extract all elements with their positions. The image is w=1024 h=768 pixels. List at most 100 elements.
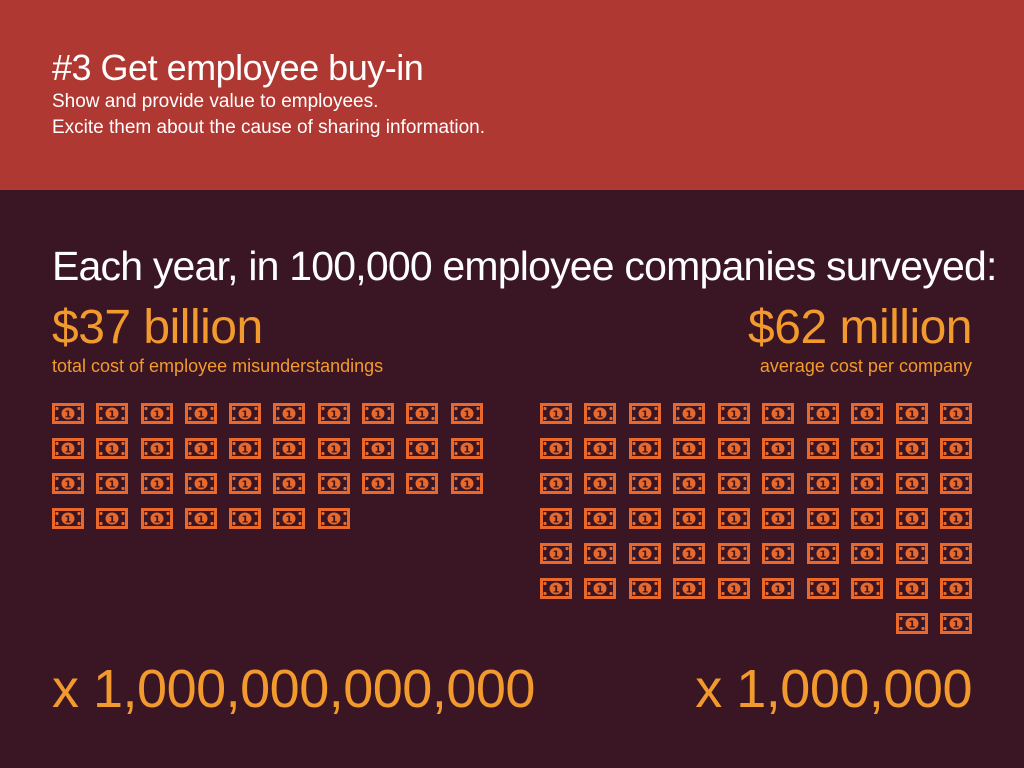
bill-row: 1 1 1 1 1 1 1 1 1 1 xyxy=(52,438,492,460)
svg-text:1: 1 xyxy=(197,480,204,491)
dollar-bill-icon: 1 xyxy=(895,578,928,599)
dollar-bill-icon: 1 xyxy=(628,543,661,564)
svg-text:1: 1 xyxy=(864,410,871,421)
svg-text:1: 1 xyxy=(641,445,648,456)
svg-text:1: 1 xyxy=(730,480,737,491)
banner-subtitle-line-1: Show and provide value to employees. xyxy=(52,91,379,112)
dollar-bill-icon: 1 xyxy=(762,543,794,564)
dollar-bill-icon: 1 xyxy=(140,403,173,424)
dollar-bill-icon: 1 xyxy=(450,403,483,424)
bill-row: 1 1 1 1 1 1 1 1 1 1 xyxy=(52,473,492,495)
svg-text:1: 1 xyxy=(330,445,337,456)
svg-text:1: 1 xyxy=(908,480,915,491)
svg-text:1: 1 xyxy=(330,410,337,421)
dollar-bill-icon: 1 xyxy=(184,403,217,424)
dollar-bill-icon: 1 xyxy=(762,473,794,494)
dollar-bill-icon: 1 xyxy=(362,438,395,459)
svg-text:1: 1 xyxy=(686,410,693,421)
dollar-bill-icon: 1 xyxy=(673,438,705,459)
dollar-bill-icon: 1 xyxy=(96,438,129,459)
dollar-bill-icon: 1 xyxy=(317,508,350,529)
svg-text:1: 1 xyxy=(463,480,470,491)
svg-text:1: 1 xyxy=(730,585,737,596)
bill-row: 1 1 1 1 1 1 1 1 1 1 xyxy=(539,543,972,565)
dollar-bill-icon: 1 xyxy=(806,473,839,494)
svg-text:1: 1 xyxy=(641,410,648,421)
svg-text:1: 1 xyxy=(953,550,960,561)
svg-text:1: 1 xyxy=(597,585,604,596)
dollar-bill-icon: 1 xyxy=(940,403,972,424)
svg-text:1: 1 xyxy=(819,550,826,561)
dollar-bill-icon: 1 xyxy=(895,473,928,494)
svg-text:1: 1 xyxy=(864,445,871,456)
dollar-bill-icon: 1 xyxy=(539,508,572,529)
dollar-bill-icon: 1 xyxy=(406,438,439,459)
dollar-bill-icon: 1 xyxy=(584,403,616,424)
dollar-bill-icon: 1 xyxy=(52,438,84,459)
dollar-bill-icon: 1 xyxy=(673,473,705,494)
bill-row: 1 1 1 1 1 1 1 1 1 1 xyxy=(539,578,972,600)
dollar-bill-icon: 1 xyxy=(184,473,217,494)
svg-text:1: 1 xyxy=(819,445,826,456)
bill-row: 1 1 1 1 1 1 1 1 1 1 xyxy=(539,473,972,495)
dollar-bill-icon: 1 xyxy=(628,578,661,599)
dollar-bill-icon: 1 xyxy=(184,438,217,459)
svg-text:1: 1 xyxy=(908,620,915,631)
dollar-bill-icon: 1 xyxy=(851,438,883,459)
svg-text:1: 1 xyxy=(908,550,915,561)
svg-text:1: 1 xyxy=(953,410,960,421)
svg-text:1: 1 xyxy=(286,410,293,421)
dollar-bill-icon: 1 xyxy=(229,403,262,424)
svg-text:1: 1 xyxy=(419,445,426,456)
svg-text:1: 1 xyxy=(552,550,559,561)
dollar-bill-icon: 1 xyxy=(317,403,350,424)
dollar-bill-icon: 1 xyxy=(229,438,262,459)
dollar-bill-icon: 1 xyxy=(940,578,972,599)
dollar-bill-icon: 1 xyxy=(406,473,439,494)
dollar-bill-icon: 1 xyxy=(628,508,661,529)
svg-text:1: 1 xyxy=(953,585,960,596)
svg-text:1: 1 xyxy=(908,445,915,456)
dollar-bill-icon: 1 xyxy=(717,508,750,529)
dollar-bill-icon: 1 xyxy=(806,508,839,529)
dollar-bill-icon: 1 xyxy=(539,473,572,494)
svg-text:1: 1 xyxy=(65,410,72,421)
svg-text:1: 1 xyxy=(819,480,826,491)
dollar-bill-icon: 1 xyxy=(539,438,572,459)
svg-text:1: 1 xyxy=(597,550,604,561)
svg-text:1: 1 xyxy=(819,585,826,596)
svg-text:1: 1 xyxy=(330,480,337,491)
dollar-bill-icon: 1 xyxy=(539,403,572,424)
svg-text:1: 1 xyxy=(242,445,249,456)
dollar-bill-icon: 1 xyxy=(140,508,173,529)
dollar-bill-icon: 1 xyxy=(806,403,839,424)
dollar-bill-icon: 1 xyxy=(229,473,262,494)
svg-text:1: 1 xyxy=(419,480,426,491)
svg-text:1: 1 xyxy=(286,515,293,526)
svg-text:1: 1 xyxy=(330,515,337,526)
dollar-bill-icon: 1 xyxy=(52,508,84,529)
svg-text:1: 1 xyxy=(375,410,382,421)
dollar-bill-icon: 1 xyxy=(940,613,972,634)
svg-text:1: 1 xyxy=(686,585,693,596)
dollar-bill-icon: 1 xyxy=(406,403,439,424)
dollar-bill-icon: 1 xyxy=(940,438,972,459)
dollar-bill-icon: 1 xyxy=(851,473,883,494)
dollar-bill-icon: 1 xyxy=(450,438,483,459)
svg-text:1: 1 xyxy=(552,445,559,456)
svg-text:1: 1 xyxy=(597,445,604,456)
dollar-bill-icon: 1 xyxy=(762,438,794,459)
svg-text:1: 1 xyxy=(730,410,737,421)
dollar-bill-icon: 1 xyxy=(96,473,129,494)
dollar-bill-icon: 1 xyxy=(851,543,883,564)
svg-text:1: 1 xyxy=(286,480,293,491)
average-cost-amount: $62 million xyxy=(748,301,972,354)
svg-text:1: 1 xyxy=(597,480,604,491)
svg-text:1: 1 xyxy=(153,480,160,491)
dollar-bill-icon: 1 xyxy=(717,438,750,459)
dollar-bill-icon: 1 xyxy=(539,578,572,599)
dollar-bill-icon: 1 xyxy=(140,438,173,459)
dollar-bill-icon: 1 xyxy=(317,473,350,494)
